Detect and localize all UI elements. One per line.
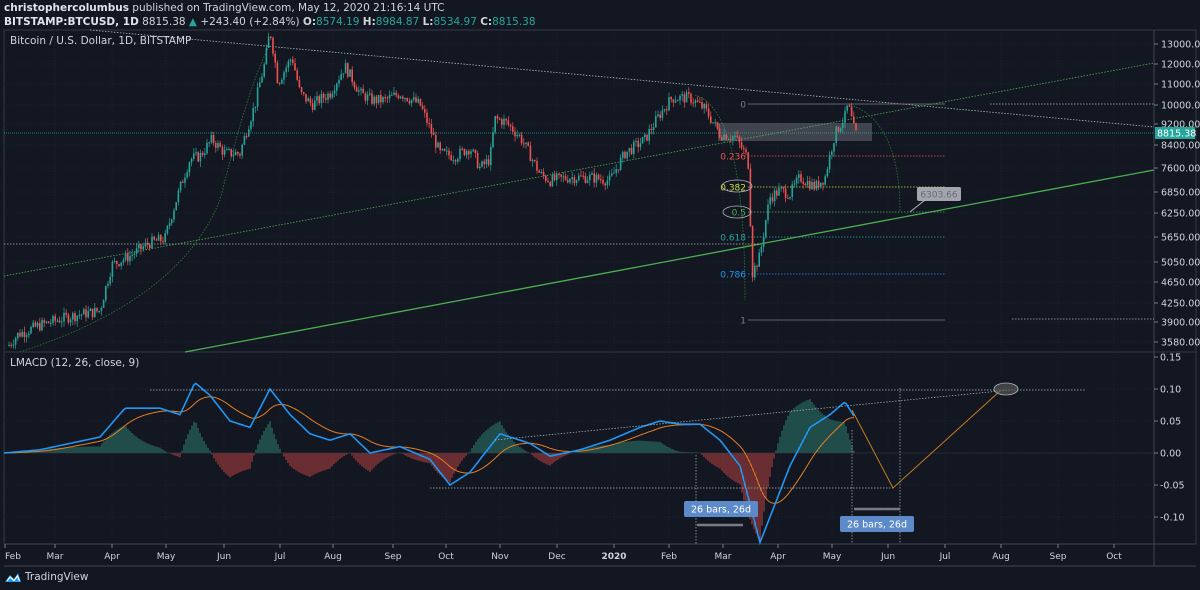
price-axis-label: 12000.00 <box>1161 60 1200 71</box>
time-axis-label: Apr <box>104 552 120 562</box>
signal-line <box>4 396 855 504</box>
macd-trendline <box>494 389 1011 441</box>
low-label: L: <box>422 16 434 28</box>
fib-level-label: 1 <box>740 317 746 327</box>
symbol-info-bar: BITSTAMP:BTCUSD, 1D 8815.38 ▲ +243.40 (+… <box>4 16 536 28</box>
close-label: C: <box>480 16 493 28</box>
price-pane-frame <box>3 29 1197 353</box>
symbol-label: BITSTAMP:BTCUSD, 1D <box>4 16 139 28</box>
fib-level-label: 0.236 <box>720 153 746 163</box>
tradingview-brand[interactable]: TradingView <box>4 571 88 583</box>
price-axis-label: 13000.00 <box>1161 40 1200 51</box>
time-axis-label: Mar <box>715 552 732 562</box>
axes: 13000.0012000.0011000.0010000.009200.008… <box>4 40 1200 562</box>
highlight-ellipse <box>721 179 753 193</box>
time-axis-label: Oct <box>1106 552 1122 562</box>
grid-lines <box>4 30 1154 544</box>
candles <box>8 32 857 350</box>
time-axis-label: Apr <box>770 552 786 562</box>
indicator-axis-label: -0.10 <box>1160 513 1185 524</box>
open-value: 8574.19 <box>316 16 360 28</box>
price-axis-label: 5050.00 <box>1161 258 1200 269</box>
price-axis-label: 11000.00 <box>1161 80 1200 91</box>
high-value: 8984.87 <box>375 16 420 28</box>
price-axis-label: 3900.00 <box>1161 318 1200 329</box>
price-axis-label: 5650.00 <box>1161 233 1200 244</box>
price-change: +243.40 (+2.84%) <box>200 16 300 28</box>
time-axis-label: Dec <box>548 552 565 562</box>
time-axis-label: Aug <box>992 552 1010 562</box>
open-label: O: <box>302 16 317 28</box>
time-axis-label: Nov <box>491 552 509 562</box>
date-range-label <box>840 516 914 532</box>
price-axis-label: 4250.00 <box>1161 299 1200 310</box>
drawings[interactable] <box>3 29 1155 353</box>
time-axis-label: Mar <box>47 552 64 562</box>
low-value: 8534.97 <box>433 16 477 28</box>
time-axis-label: Aug <box>324 552 342 562</box>
macd-projection-path <box>851 390 1001 489</box>
time-axis-label: Oct <box>438 552 454 562</box>
chart-title: Bitcoin / U.S. Dollar, 1D, BITSTAMP <box>10 35 191 47</box>
brand-name: TradingView <box>25 571 89 583</box>
indicator-axis-label: -0.05 <box>1160 481 1185 492</box>
price-axis-label: 7600.00 <box>1161 164 1200 175</box>
fib-level-label: 0.618 <box>720 234 746 244</box>
close-value: 8815.38 <box>492 16 536 28</box>
target-ellipse <box>993 382 1019 396</box>
time-axis-label: May <box>823 552 842 562</box>
price-callout <box>917 187 961 201</box>
time-axis-label: Sep <box>1050 552 1067 562</box>
publish-info: christophercolumbus published on Trading… <box>4 2 445 14</box>
tradingview-logo-icon <box>5 572 21 582</box>
indicator-title: LMACD (12, 26, close, 9) <box>10 357 139 369</box>
fib-level-label: 0.786 <box>720 271 746 281</box>
price-axis-label: 10000.00 <box>1161 101 1200 112</box>
published-text: published on TradingView.com, May 12, 20… <box>132 2 445 14</box>
price-callout-label: 6303.66 <box>920 191 957 201</box>
fib-level-label: 0.5 <box>732 209 746 219</box>
time-axis-label: Jun <box>880 552 895 562</box>
up-arrow-icon: ▲ <box>188 16 197 28</box>
svg-text:8815.38: 8815.38 <box>1157 129 1196 140</box>
price-axis-label: 8400.00 <box>1161 141 1200 152</box>
indicator-axis-label: 0.05 <box>1160 417 1181 428</box>
date-range-label <box>684 501 758 517</box>
price-axis-label: 3580.00 <box>1161 338 1200 349</box>
last-price: 8815.38 <box>142 16 186 28</box>
fib-level-label: 0 <box>740 101 746 111</box>
macd-series <box>3 382 1154 546</box>
time-axis-label: Feb <box>5 552 21 562</box>
resistance-zone <box>718 123 872 141</box>
fib-level-label: 0.382 <box>720 184 746 194</box>
highlight-ellipse <box>722 205 752 219</box>
time-axis-label: 2020 <box>601 552 626 562</box>
svg-text:26 bars, 26d: 26 bars, 26d <box>691 505 751 516</box>
macd-line <box>3 382 855 546</box>
time-axis-label: Sep <box>385 552 402 562</box>
author-name[interactable]: christophercolumbus <box>4 2 129 14</box>
dotted-green-trendline <box>3 62 1155 277</box>
indicator-axis-label: 0.00 <box>1160 449 1181 460</box>
price-axis-label: 6250.00 <box>1161 209 1200 220</box>
descending-trendline <box>89 29 1155 128</box>
time-axis-label: Jun <box>216 552 231 562</box>
parabolic-arc <box>19 44 271 353</box>
time-axis-label: Feb <box>661 552 677 562</box>
high-label: H: <box>362 16 376 28</box>
price-axis-label: 6850.00 <box>1161 188 1200 199</box>
rising-support-trendline <box>184 169 1155 353</box>
price-axis-label: 4650.00 <box>1161 278 1200 289</box>
time-axis-label: Jul <box>274 552 286 562</box>
svg-text:26 bars, 26d: 26 bars, 26d <box>847 520 907 531</box>
price-axis-label: 9200.00 <box>1161 120 1200 131</box>
time-axis-label: Jul <box>939 552 951 562</box>
indicator-axis-label: 0.10 <box>1160 385 1181 396</box>
current-price-tag <box>1155 127 1195 139</box>
annotations[interactable]: 0 0.236 0.382 0.5 0.618 0.786 1 6303.66 26 bars,… <box>150 101 1085 545</box>
time-axis-label: May <box>157 552 176 562</box>
indicator-axis-label: 0.15 <box>1160 353 1181 364</box>
